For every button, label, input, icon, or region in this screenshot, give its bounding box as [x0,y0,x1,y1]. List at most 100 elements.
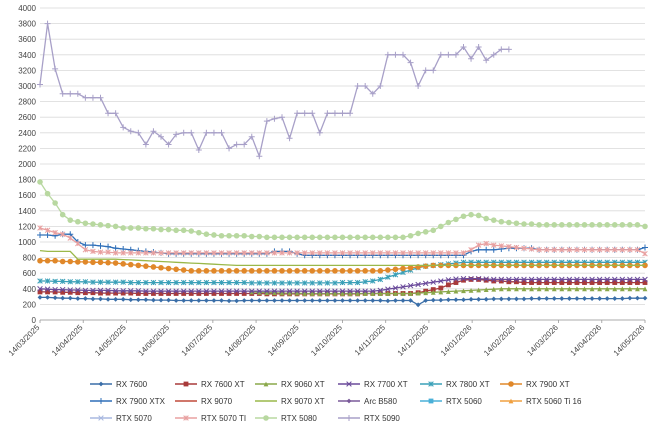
data-point [642,250,648,257]
data-point [506,286,512,292]
legend-label: RTX 5060 Ti 16 [526,397,582,406]
data-point [309,291,315,296]
data-point [135,291,141,296]
data-point [438,297,444,303]
legend-item: RTX 5070 [90,414,152,423]
data-point [445,250,452,256]
data-point [287,290,292,296]
data-point [611,247,618,253]
data-point [362,234,368,241]
data-point [422,229,429,235]
data-point [233,250,240,256]
data-point [180,288,187,294]
data-point [60,289,66,295]
data-point [158,297,164,303]
data-point [173,266,179,273]
data-point [604,286,610,292]
data-point [355,291,361,296]
data-point [75,290,81,296]
data-point [475,246,482,253]
data-point [369,250,376,256]
data-point [521,296,527,302]
data-point [248,288,255,294]
data-point [52,295,58,301]
data-point [415,281,421,288]
data-point [385,286,391,292]
data-point [89,242,96,249]
data-point [483,287,489,292]
data-point [332,288,338,294]
data-point [180,129,187,136]
data-point [536,280,542,285]
data-point [490,51,497,58]
data-point [491,278,497,284]
legend-swatch-marker [346,381,352,387]
data-point [256,233,263,240]
legend-swatch-marker [263,381,269,387]
data-point [67,217,74,223]
data-point [476,296,482,302]
data-point [90,248,96,255]
data-point [233,279,240,286]
legend-label: RX 9060 XT [281,380,325,389]
data-point [415,83,422,89]
data-point [566,222,573,228]
data-point [44,231,51,238]
data-point [324,288,331,294]
data-point [543,276,550,283]
data-point [483,246,490,253]
data-point [59,286,66,293]
data-point [354,288,361,294]
data-point [233,288,240,294]
data-point [490,242,497,248]
data-point [286,250,293,256]
data-point [415,302,421,308]
data-point [173,288,179,294]
data-point [203,298,209,303]
legend-item: RX 9070 [175,397,233,406]
data-point [354,250,361,256]
legend-label: RX 7700 XT [364,380,408,389]
data-point [82,279,89,285]
data-point [392,51,399,58]
data-point [385,291,391,296]
data-point [165,265,172,272]
data-point [582,280,587,285]
y-tick-label: 1800 [18,176,36,185]
data-point [196,291,202,296]
data-point [400,250,406,256]
data-point [196,288,202,294]
data-point [158,279,164,286]
data-point [324,234,331,241]
data-point [339,234,346,241]
data-point [332,268,338,274]
data-point [475,275,482,282]
data-point [105,290,111,296]
data-point [393,291,398,296]
data-point [90,259,96,266]
data-point [309,280,316,286]
data-point [407,250,414,256]
data-point [203,250,210,256]
data-point [461,297,466,303]
data-point [407,264,414,271]
y-tick-label: 800 [23,254,37,263]
legend-label: RTX 5070 [116,414,152,423]
legend-label: RTX 5060 [446,397,482,406]
data-point [264,234,270,241]
data-point [445,282,451,288]
data-point [82,94,89,101]
data-point [514,296,519,302]
data-point [332,298,338,303]
legend-label: RX 7900 XTX [116,397,166,406]
data-point [430,227,437,234]
data-point [528,246,535,252]
y-tick-label: 3200 [18,66,36,75]
data-point [422,280,429,287]
data-point [264,288,270,294]
data-point [377,268,384,274]
data-point [158,288,164,294]
data-point [627,280,633,285]
data-point [112,250,119,256]
